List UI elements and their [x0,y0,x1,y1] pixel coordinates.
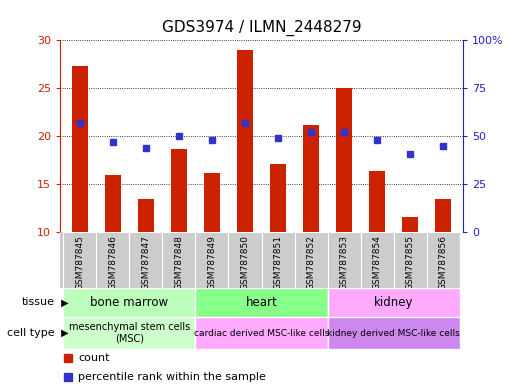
Text: GSM787846: GSM787846 [108,235,118,290]
Text: heart: heart [246,296,277,309]
Bar [63,232,96,288]
Text: tissue: tissue [22,297,55,308]
Text: GSM787853: GSM787853 [339,235,348,290]
Text: cell type: cell type [7,328,55,338]
Text: GSM787847: GSM787847 [141,235,151,290]
Bar [196,232,229,288]
Bar [369,171,385,232]
Bar [130,232,163,288]
Bar [427,232,460,288]
Bar [336,88,353,232]
Bar [327,317,460,349]
Bar [63,317,196,349]
Bar [196,317,327,349]
Bar [63,288,196,317]
Text: ▶: ▶ [58,297,68,308]
Bar [204,173,220,232]
Bar [435,199,451,232]
Text: count: count [78,353,110,363]
Text: GSM787856: GSM787856 [439,235,448,290]
Text: cardiac derived MSC-like cells: cardiac derived MSC-like cells [194,329,329,338]
Text: bone marrow: bone marrow [90,296,168,309]
Text: GSM787851: GSM787851 [274,235,282,290]
Text: GDS3974 / ILMN_2448279: GDS3974 / ILMN_2448279 [162,20,361,36]
Text: GSM787855: GSM787855 [405,235,415,290]
Bar [229,232,262,288]
Text: GSM787854: GSM787854 [372,235,382,290]
Bar [138,199,154,232]
Bar [96,232,130,288]
Bar [163,232,196,288]
Text: ▶: ▶ [58,328,68,338]
Bar [196,288,327,317]
Bar [262,232,294,288]
Bar [402,217,418,232]
Bar [105,175,121,232]
Text: GSM787845: GSM787845 [75,235,84,290]
Bar [327,288,460,317]
Bar [327,232,360,288]
Text: mesenchymal stem cells
(MSC): mesenchymal stem cells (MSC) [69,322,190,344]
Text: GSM787849: GSM787849 [208,235,217,290]
Bar [303,125,319,232]
Text: kidney: kidney [374,296,413,309]
Text: GSM787850: GSM787850 [241,235,249,290]
Bar [270,164,286,232]
Text: kidney derived MSC-like cells: kidney derived MSC-like cells [327,329,460,338]
Text: GSM787852: GSM787852 [306,235,315,290]
Bar [170,149,187,232]
Bar [360,232,393,288]
Bar [237,50,253,232]
Bar [294,232,327,288]
Bar [72,66,88,232]
Bar [393,232,427,288]
Text: GSM787848: GSM787848 [175,235,184,290]
Text: percentile rank within the sample: percentile rank within the sample [78,372,266,382]
